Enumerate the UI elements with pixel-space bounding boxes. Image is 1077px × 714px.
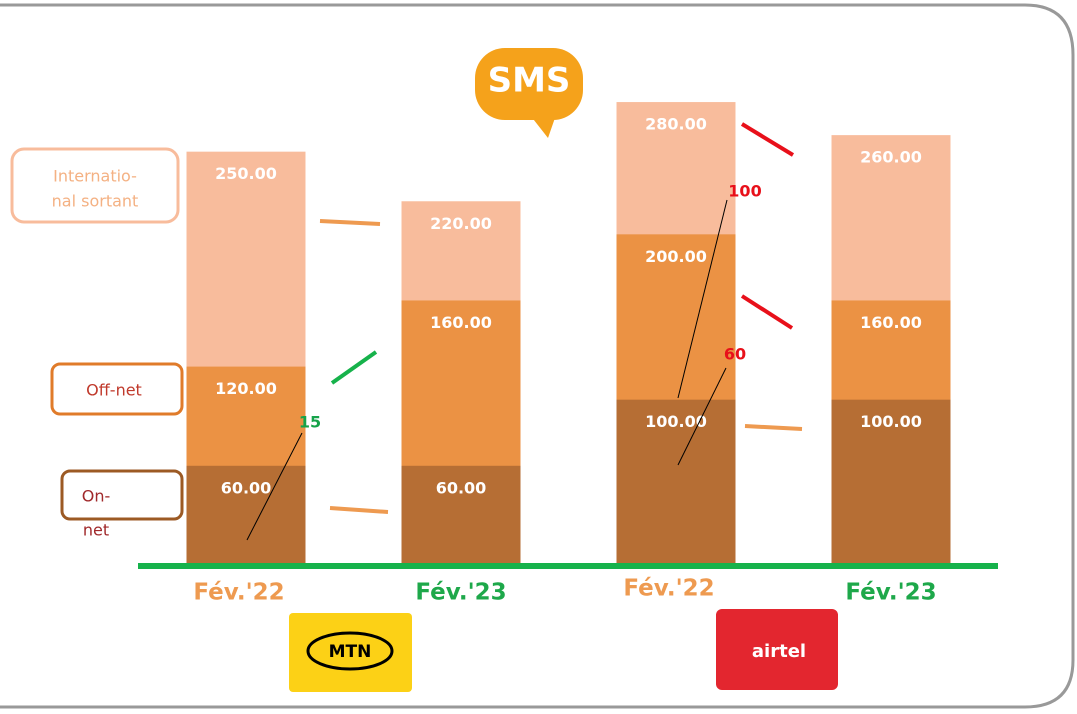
value-label: 250.00 <box>215 164 277 183</box>
sms-logo-tail <box>530 115 556 138</box>
annotation: 15 <box>299 413 321 432</box>
value-label: 100.00 <box>645 412 707 431</box>
change-mark <box>740 122 795 157</box>
value-label: 220.00 <box>430 214 492 233</box>
x-tick-label: Fév.'23 <box>415 580 506 606</box>
annotation: 60 <box>724 345 746 364</box>
annotation-line <box>246 432 303 541</box>
value-label: 60.00 <box>221 478 272 497</box>
sms-logo-text: SMS <box>488 61 571 101</box>
value-label: 60.00 <box>436 478 487 497</box>
bars: 250.00 220.00 280.00 260.00 120.00 160.00 200.… <box>186 102 951 566</box>
annotation: 100 <box>728 182 761 201</box>
change-mark <box>319 219 381 226</box>
mtn-logo-ring <box>306 631 394 671</box>
change-mark <box>330 350 378 385</box>
bar <box>186 465 306 565</box>
change-mark <box>740 294 794 330</box>
change-mark <box>744 424 803 431</box>
annotation-line <box>677 367 727 466</box>
change-marks <box>319 122 803 514</box>
legend-label: net <box>83 521 109 540</box>
value-label: 160.00 <box>430 313 492 332</box>
x-tick-label: Fév.'22 <box>193 580 284 606</box>
value-label: 280.00 <box>645 115 707 134</box>
change-mark <box>329 506 389 514</box>
baseline <box>138 563 998 569</box>
x-tick-label: Fév.'22 <box>623 576 714 602</box>
legend-box <box>60 469 184 521</box>
value-label: 160.00 <box>860 313 922 332</box>
annotation-line <box>677 199 728 399</box>
legend-label: Internatio- <box>53 167 137 186</box>
value-label: 260.00 <box>860 148 922 167</box>
mtn-logo-text: MTN <box>329 642 372 662</box>
legend-label: nal sortant <box>52 192 139 211</box>
airtel-logo <box>716 609 838 690</box>
bar <box>616 399 736 565</box>
airtel-logo-text: airtel <box>752 641 806 662</box>
value-label: 100.00 <box>860 412 922 431</box>
bar <box>401 465 521 565</box>
value-label: 120.00 <box>215 379 277 398</box>
frame <box>0 3 1075 709</box>
legend-label: Off-net <box>86 381 142 400</box>
annotation-lines <box>246 199 728 541</box>
legend-label: On- <box>82 487 111 506</box>
value-label: 200.00 <box>645 247 707 266</box>
sms-logo <box>475 48 583 120</box>
x-tick-label: Fév.'23 <box>845 580 936 606</box>
mtn-logo <box>289 613 412 692</box>
bar <box>831 399 951 565</box>
legend-box <box>10 147 180 224</box>
legend-box <box>50 362 184 416</box>
